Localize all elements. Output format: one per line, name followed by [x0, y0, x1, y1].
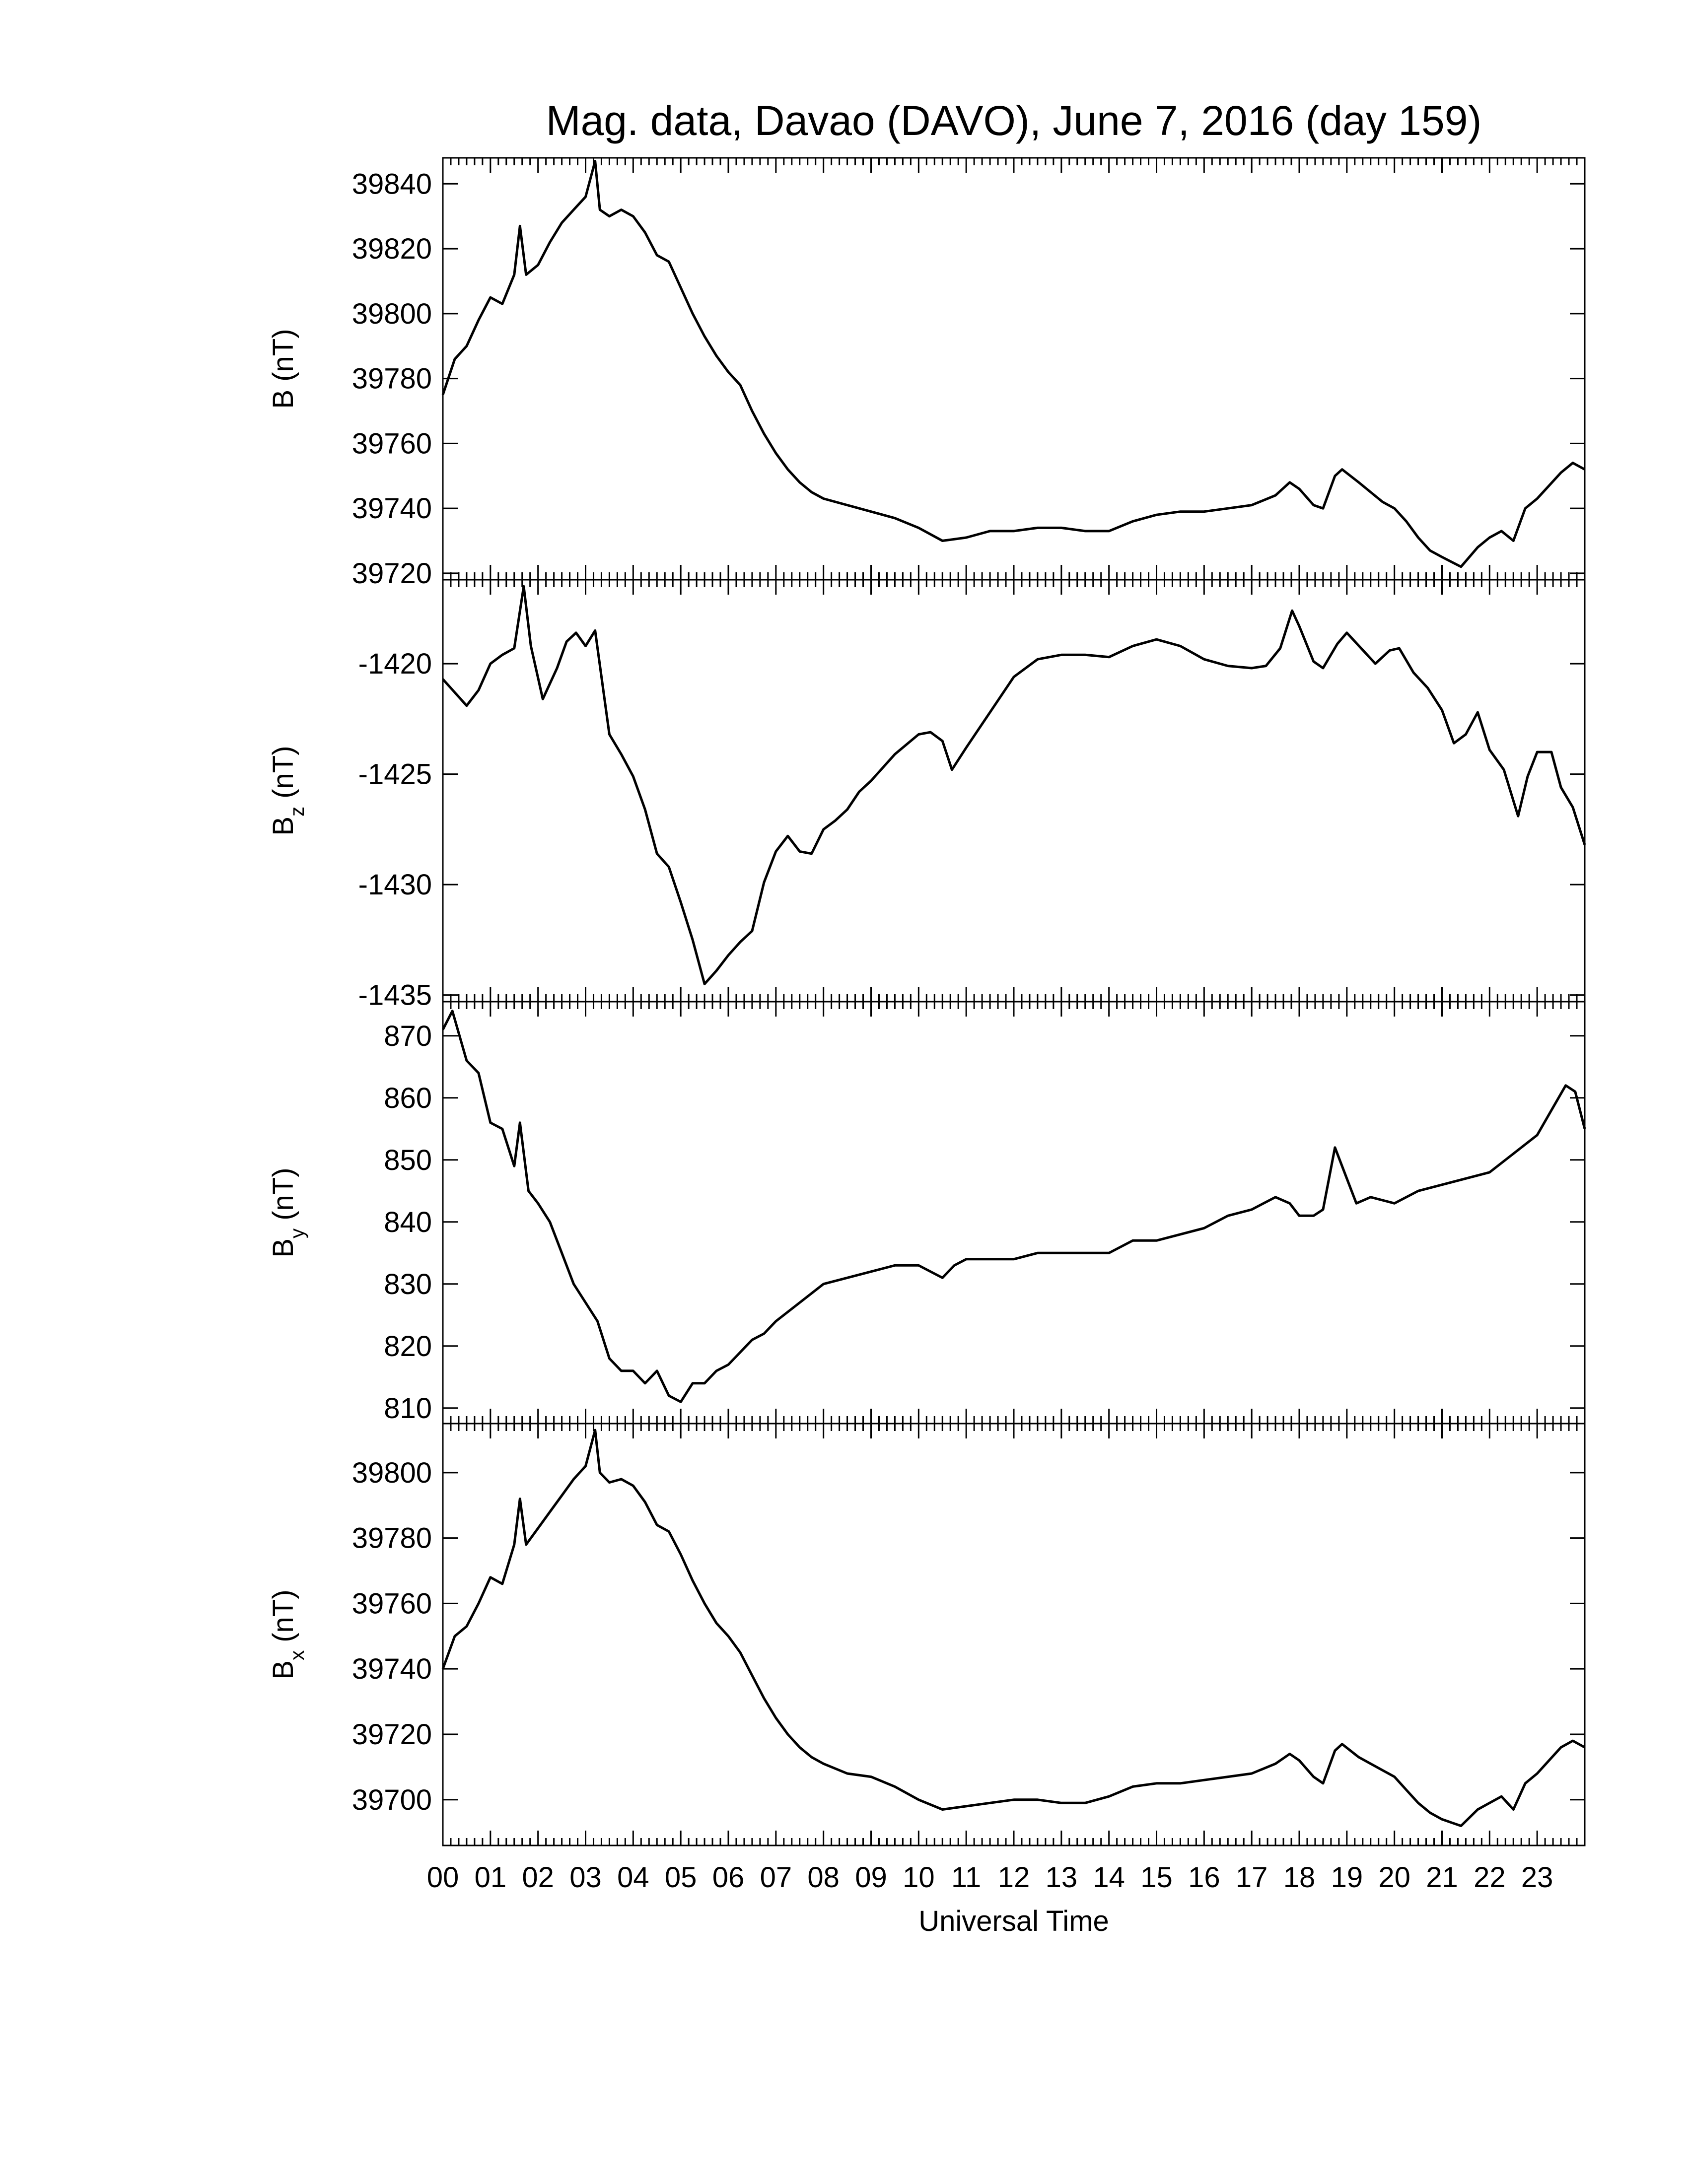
x-axis-title: Universal Time [918, 1905, 1109, 1937]
y-tick-label-Bz: -1420 [358, 648, 432, 680]
y-axis-title-sub: z [286, 807, 308, 817]
y-axis-title-unit: (nT) [267, 329, 299, 389]
y-tick-label-B: 39820 [352, 233, 432, 265]
y-axis-title-sub: y [286, 1228, 308, 1238]
y-tick-label-By: 810 [384, 1392, 432, 1425]
x-tick-label: 14 [1093, 1861, 1125, 1894]
x-tick-label: 03 [569, 1861, 602, 1894]
y-tick-label-B: 39780 [352, 363, 432, 395]
y-axis-title-Bx: Bx (nT) [267, 1589, 308, 1679]
x-tick-label: 07 [760, 1861, 792, 1894]
y-tick-label-By: 840 [384, 1206, 432, 1238]
series-line-B [441, 160, 1586, 568]
y-tick-label-Bx: 39700 [352, 1784, 432, 1816]
y-axis-title-Bz: Bz (nT) [267, 746, 308, 835]
y-axis-title-main: B [267, 1660, 299, 1680]
y-axis-title-unit: (nT) [267, 1589, 299, 1650]
y-axis-title-By: By (nT) [267, 1167, 308, 1257]
panel-frame-By [442, 1001, 1586, 1425]
panel-Bx: 39700 39720 39740 39760 39780 39800 Bx (nT) [267, 1423, 1586, 1846]
x-tick-label: 22 [1474, 1861, 1506, 1894]
y-tick-label-By: 820 [384, 1330, 432, 1363]
x-tick-label: 13 [1046, 1861, 1078, 1894]
x-tick-label: 10 [903, 1861, 935, 1894]
y-tick-label-By: 860 [384, 1082, 432, 1114]
x-tick-label: 05 [665, 1861, 697, 1894]
panel-frame-Bx [442, 1423, 1586, 1846]
y-axis-title-unit: (nT) [267, 1167, 299, 1228]
x-tick-label: 21 [1426, 1861, 1458, 1894]
x-tick-label: 01 [475, 1861, 507, 1894]
y-axis-title-unit: (nT) [267, 746, 299, 806]
y-tick-label-By: 850 [384, 1144, 432, 1176]
y-tick-label-By: 830 [384, 1268, 432, 1300]
x-tick-label: 09 [855, 1861, 887, 1894]
series-line-Bx [441, 1429, 1586, 1827]
y-tick-label-Bx: 39800 [352, 1457, 432, 1489]
x-tick-label: 20 [1378, 1861, 1410, 1894]
panel-frame-B [442, 157, 1586, 581]
y-tick-label-Bx: 39780 [352, 1522, 432, 1555]
x-tick-label: 19 [1331, 1861, 1363, 1894]
x-tick-label: 02 [522, 1861, 554, 1894]
chart-title: Mag. data, Davao (DAVO), June 7, 2016 (d… [546, 97, 1482, 144]
y-tick-label-B: 39760 [352, 427, 432, 460]
y-axis-title-main: B [267, 1238, 299, 1258]
y-axis-title-B: B (nT) [267, 329, 299, 409]
panel-B: 39720 39740 39760 39780 39800 39820 39840 B (nT… [267, 157, 1586, 590]
y-tick-label-B: 39740 [352, 492, 432, 525]
y-tick-label-B: 39840 [352, 168, 432, 200]
y-tick-label-Bz: -1435 [358, 979, 432, 1012]
x-tick-label: 18 [1283, 1861, 1316, 1894]
x-tick-label: 11 [951, 1861, 981, 1894]
y-tick-label-Bx: 39720 [352, 1718, 432, 1751]
y-axis-title-main: B [267, 817, 299, 836]
y-axis-title-sub: x [286, 1650, 308, 1660]
series-line-By [441, 1010, 1586, 1403]
x-tick-label: 12 [998, 1861, 1030, 1894]
x-tick-label: 00 [427, 1861, 459, 1894]
x-tick-label: 16 [1188, 1861, 1220, 1894]
x-tick-label: 04 [617, 1861, 649, 1894]
x-tick-label: 17 [1236, 1861, 1268, 1894]
x-tick-label: 15 [1140, 1861, 1173, 1894]
x-tick-label: 08 [807, 1861, 840, 1894]
y-tick-label-B: 39800 [352, 298, 432, 330]
y-tick-label-B: 39720 [352, 557, 432, 590]
y-axis-title-main: B [267, 390, 299, 409]
y-tick-label-Bx: 39740 [352, 1653, 432, 1685]
y-tick-label-Bx: 39760 [352, 1587, 432, 1620]
panel-By: 810 820 830 840 850 860 870 By (nT) [267, 1001, 1586, 1425]
x-tick-label: 23 [1521, 1861, 1553, 1894]
panels-group: 39720 39740 39760 39780 39800 39820 39840 B (nT… [267, 157, 1586, 1894]
y-tick-label-Bz: -1430 [358, 869, 432, 901]
series-line-Bz [442, 585, 1586, 985]
panel-frame-Bz [442, 579, 1586, 1003]
panel-Bz: -1435 -1430 -1425 -1420 Bz (nT) [267, 579, 1586, 1012]
y-tick-label-By: 870 [384, 1020, 432, 1052]
y-tick-label-Bz: -1425 [358, 758, 432, 791]
x-tick-label: 06 [712, 1861, 745, 1894]
